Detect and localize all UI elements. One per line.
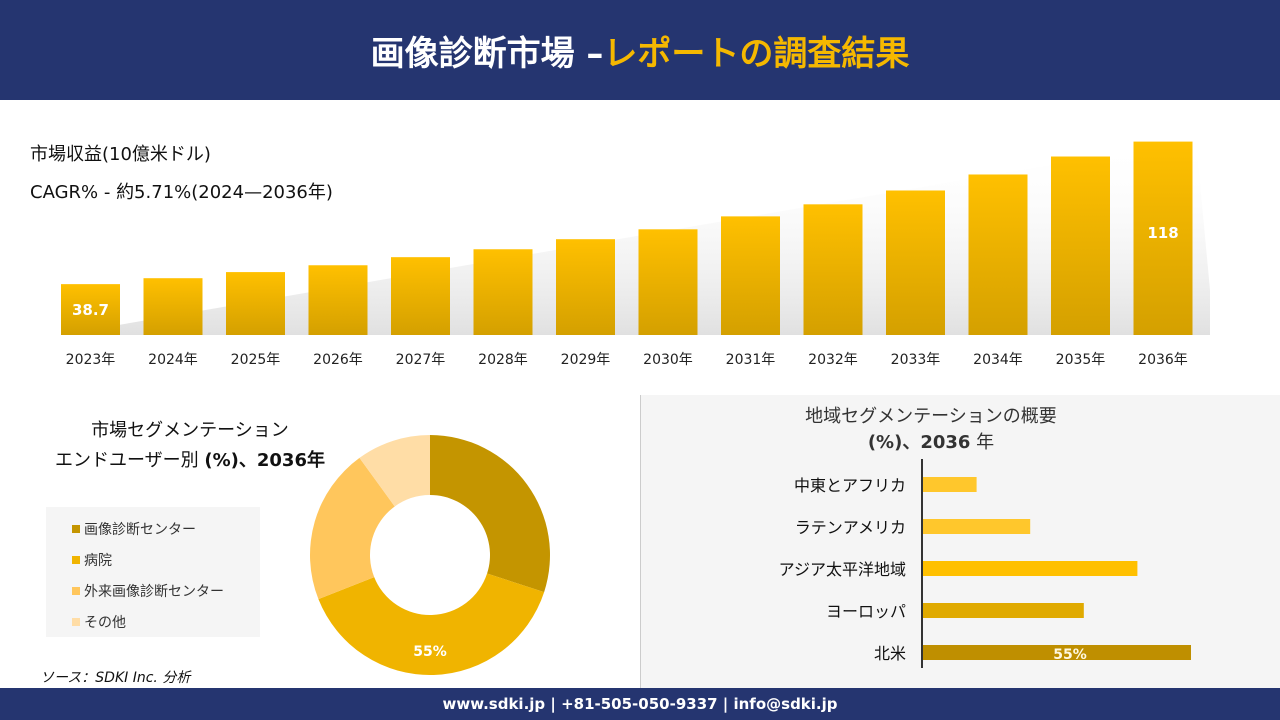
legend-swatch	[72, 586, 80, 595]
legend-label: 病院	[84, 552, 112, 569]
revenue-bar	[61, 284, 120, 335]
region-bar	[923, 603, 1084, 618]
segment-title-2: エンドユーザー別 (%)、2036年	[20, 447, 360, 475]
region-title-2c: 年	[970, 432, 995, 453]
revenue-bar	[391, 257, 450, 335]
legend-item: 病院	[72, 544, 260, 575]
year-tick-label: 2027年	[396, 352, 446, 368]
bar-data-label: 118	[1147, 224, 1178, 242]
region-bar	[923, 561, 1138, 576]
bar-data-label: 38.7	[72, 301, 109, 319]
year-tick-label: 2025年	[231, 352, 281, 368]
revenue-bar	[226, 272, 285, 335]
revenue-bar	[638, 229, 698, 335]
year-tick-label: 2024年	[148, 352, 198, 368]
legend-swatch	[72, 524, 80, 533]
donut-segment	[430, 435, 550, 593]
region-title-1: 地域セグメンテーションの概要	[805, 406, 1057, 427]
revenue-bar	[473, 249, 533, 335]
region-bar	[923, 645, 1191, 660]
title-part1: 画像診断市場 –	[370, 33, 604, 74]
legend-label: 画像診断センター	[84, 521, 196, 538]
revenue-bar	[803, 204, 863, 335]
year-tick-label: 2028年	[478, 352, 528, 368]
revenue-bar	[308, 265, 368, 335]
region-label: ラテンアメリカ	[795, 518, 906, 537]
year-tick-label: 2029年	[561, 352, 611, 368]
cagr-subtitle: CAGR% - 約5.71%(2024—2036年)	[30, 182, 333, 203]
year-tick-label: 2036年	[1138, 352, 1188, 368]
revenue-bar	[886, 190, 945, 335]
year-tick-label: 2031年	[726, 352, 776, 368]
year-tick-label: 2034年	[973, 352, 1023, 368]
region-title-2: (%)、2036 年	[771, 429, 1091, 457]
revenue-bar	[721, 216, 780, 335]
year-tick-label: 2023年	[66, 352, 116, 368]
revenue-bar	[1133, 141, 1193, 335]
region-label: ヨーロッパ	[826, 602, 906, 621]
legend-swatch	[72, 617, 80, 626]
legend-item: 画像診断センター	[72, 513, 260, 544]
title-part2: レポートの調査結果	[603, 33, 910, 74]
year-tick-label: 2033年	[891, 352, 941, 368]
region-bar	[923, 477, 977, 492]
year-tick-label: 2035年	[1056, 352, 1106, 368]
regional-segment-panel: 地域セグメンテーションの概要 (%)、2036 年 中東とアフリカ ラテンアメリカ…	[641, 395, 1280, 688]
revenue-bar	[1051, 156, 1110, 335]
footer-contact: www.sdki.jp | +81-505-050-9337 | info@sd…	[0, 688, 1280, 720]
legend-item: その他	[72, 606, 260, 637]
panel-divider	[640, 395, 641, 688]
legend-label: 外来画像診断センター	[84, 583, 224, 600]
segment-title-2b: (%)、2036年	[204, 450, 325, 471]
segment-title-1: 市場セグメンテーション	[91, 420, 289, 441]
revenue-bar	[143, 278, 203, 335]
region-bar	[923, 519, 1031, 534]
donut-segment	[310, 457, 395, 600]
revenue-bar-chart: 2023年 38.7 2024年 2025年 2026年 2027年 2028年 2029年 2…	[60, 140, 1210, 368]
segment-title-2a: エンドユーザー別	[55, 450, 205, 471]
source-note: ソース：SDKI Inc. 分析	[40, 670, 191, 686]
region-label: 中東とアフリカ	[794, 476, 906, 495]
donut-data-label: 55%	[413, 644, 447, 660]
revenue-chart-panel: 市場収益(10億米ドル) CAGR% - 約5.71%(2024—2036年) …	[0, 100, 1280, 395]
donut-segment	[318, 573, 545, 675]
region-label: アジア太平洋地域	[779, 560, 906, 579]
legend-item: 外来画像診断センター	[72, 575, 260, 606]
year-tick-label: 2030年	[643, 352, 693, 368]
legend-label: その他	[84, 614, 126, 631]
revenue-bar	[556, 239, 615, 335]
donut-legend: 画像診断センター 病院外来画像診断センター その他	[46, 507, 260, 637]
region-title-2b: 2036	[920, 432, 971, 453]
region-label: 北米	[874, 644, 906, 663]
end-user-donut-chart: 55%	[310, 435, 550, 675]
region-data-label: 55%	[1053, 647, 1087, 663]
header-banner: 画像診断市場 – レポートの調査結果	[0, 0, 1280, 100]
region-title-2a: (%)、	[867, 432, 921, 453]
year-tick-label: 2032年	[808, 352, 858, 368]
revenue-chart-title: 市場収益(10億米ドル)	[30, 144, 211, 165]
year-tick-label: 2026年	[313, 352, 363, 368]
end-user-segment-panel: 市場セグメンテーション エンドユーザー別 (%)、2036年 画像診断センター病…	[0, 395, 640, 688]
revenue-bar	[968, 174, 1028, 335]
legend-swatch	[72, 555, 80, 564]
donut-segment	[359, 435, 430, 507]
